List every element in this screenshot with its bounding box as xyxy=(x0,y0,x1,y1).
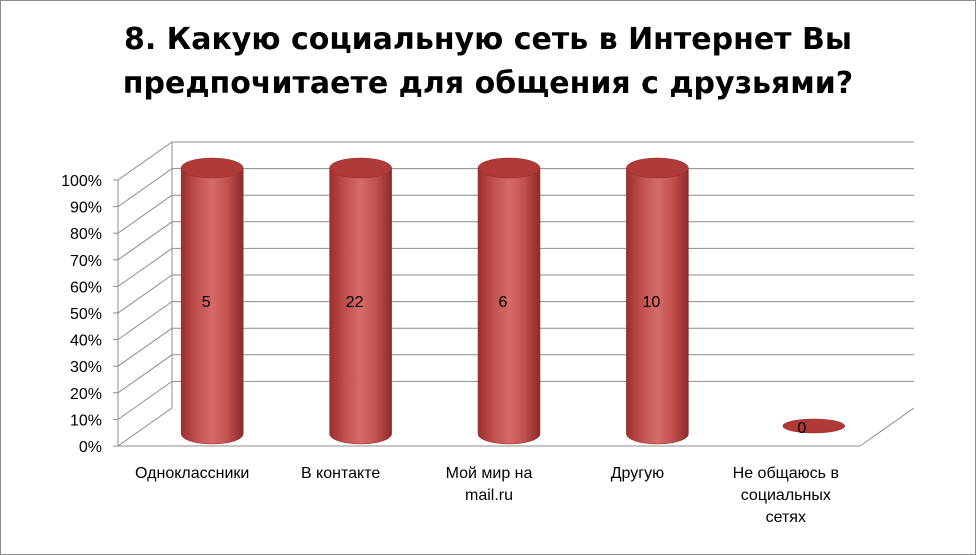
y-tick-label: 50% xyxy=(70,306,102,323)
gridline-side xyxy=(117,354,173,394)
bar-top xyxy=(782,418,846,434)
gridline-side xyxy=(117,380,173,420)
bar-top xyxy=(329,157,392,179)
y-tick-label: 20% xyxy=(70,386,102,403)
gridline-side xyxy=(117,194,173,234)
bar xyxy=(477,167,541,445)
x-tick-label: Другую xyxy=(611,465,664,482)
floor-edge xyxy=(859,407,915,447)
y-tick-label: 40% xyxy=(70,333,102,350)
bar xyxy=(180,167,244,445)
gridline-side xyxy=(117,221,173,261)
y-tick-label: 30% xyxy=(70,359,102,376)
bar xyxy=(329,167,392,445)
data-label: 10 xyxy=(643,294,661,311)
y-tick-label: 90% xyxy=(70,200,102,217)
x-tick-label: Мой мир на mail.ru xyxy=(446,465,533,504)
gridline-side xyxy=(117,407,173,447)
data-label: 22 xyxy=(346,294,364,311)
x-tick-label: Не общаюсь в социальных сетях xyxy=(733,465,839,526)
chart-title-line-2: предпочитаете для общения с друзьями? xyxy=(122,66,854,101)
x-tick-label: В контакте xyxy=(301,465,380,482)
chart-title: 8. Какую социальную сеть в Интернет Вы п… xyxy=(0,18,976,106)
x-tick-label: Одноклассники xyxy=(135,465,249,482)
gridline-side xyxy=(117,247,173,287)
y-tick-label: 70% xyxy=(70,253,102,270)
gridline-side xyxy=(117,141,173,181)
y-tick-label: 0% xyxy=(79,439,102,456)
data-label: 5 xyxy=(202,294,211,311)
y-tick-label: 60% xyxy=(70,279,102,296)
gridline-side xyxy=(117,327,173,367)
y-tick-label: 10% xyxy=(70,412,102,429)
bar xyxy=(626,167,689,445)
data-label: 6 xyxy=(499,294,508,311)
gridline-side xyxy=(117,168,173,208)
y-tick-label: 80% xyxy=(70,226,102,243)
y-tick-label: 100% xyxy=(61,173,102,190)
gridline-side xyxy=(117,301,173,341)
bar-top xyxy=(626,157,689,179)
bar-top xyxy=(180,157,244,179)
gridline-side xyxy=(117,274,173,314)
data-label: 0 xyxy=(797,420,806,437)
chart-title-line-1: 8. Какую социальную сеть в Интернет Вы xyxy=(123,22,853,57)
bar-top xyxy=(477,157,541,179)
